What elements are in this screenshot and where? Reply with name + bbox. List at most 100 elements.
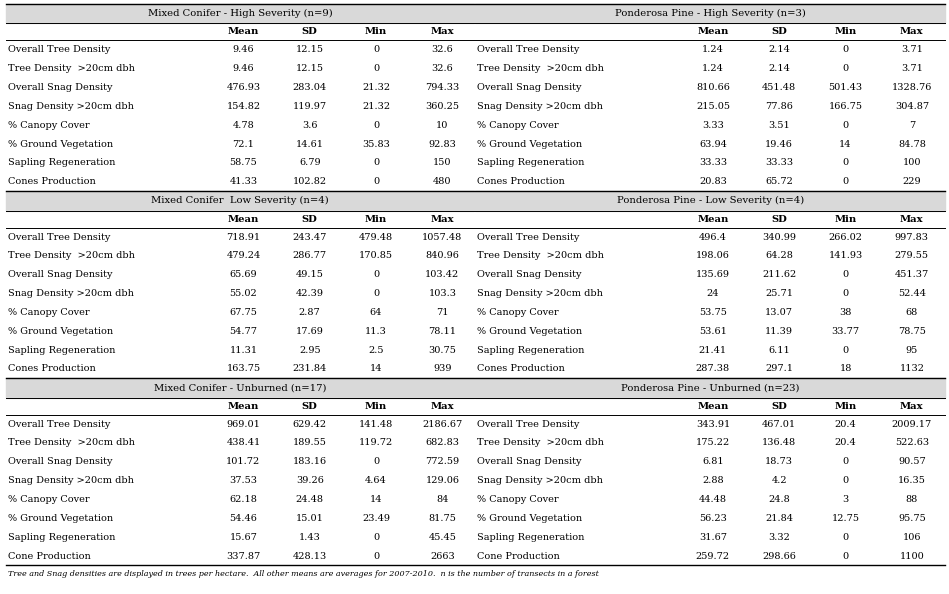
Text: 9.46: 9.46 bbox=[233, 45, 254, 55]
Text: 480: 480 bbox=[433, 177, 452, 187]
Text: % Canopy Cover: % Canopy Cover bbox=[477, 121, 559, 129]
Text: 12.75: 12.75 bbox=[831, 514, 860, 523]
Text: Max: Max bbox=[431, 402, 455, 410]
Text: 4.78: 4.78 bbox=[233, 121, 254, 129]
Text: Overall Tree Density: Overall Tree Density bbox=[477, 419, 580, 429]
Text: 52.44: 52.44 bbox=[898, 289, 926, 298]
Text: SD: SD bbox=[772, 27, 787, 36]
Text: SD: SD bbox=[302, 402, 318, 410]
Text: 55.02: 55.02 bbox=[230, 289, 257, 298]
Text: Min: Min bbox=[834, 27, 857, 36]
Text: 259.72: 259.72 bbox=[696, 551, 730, 561]
Text: 1.43: 1.43 bbox=[299, 533, 321, 542]
Text: 150: 150 bbox=[433, 159, 452, 168]
Text: % Canopy Cover: % Canopy Cover bbox=[8, 495, 89, 504]
Text: 2.14: 2.14 bbox=[769, 64, 791, 73]
Text: Tree Density  >20cm dbh: Tree Density >20cm dbh bbox=[8, 64, 135, 73]
Text: 969.01: 969.01 bbox=[227, 419, 260, 429]
Bar bbox=[475, 378, 945, 398]
Text: 198.06: 198.06 bbox=[696, 251, 730, 260]
Bar bbox=[475, 191, 945, 211]
Text: 939: 939 bbox=[433, 364, 452, 374]
Text: 479.48: 479.48 bbox=[359, 232, 393, 242]
Text: 78.11: 78.11 bbox=[428, 327, 456, 336]
Text: 360.25: 360.25 bbox=[425, 102, 459, 111]
Text: 20.4: 20.4 bbox=[835, 419, 856, 429]
Text: Tree Density  >20cm dbh: Tree Density >20cm dbh bbox=[8, 438, 135, 447]
Text: SD: SD bbox=[772, 214, 787, 223]
Text: 20.83: 20.83 bbox=[699, 177, 727, 187]
Text: Sapling Regeneration: Sapling Regeneration bbox=[477, 346, 585, 355]
Text: 42.39: 42.39 bbox=[296, 289, 324, 298]
Text: Mixed Conifer  Low Severity (n=4): Mixed Conifer Low Severity (n=4) bbox=[152, 196, 329, 206]
Text: 7: 7 bbox=[909, 121, 915, 129]
Text: 3.33: 3.33 bbox=[702, 121, 724, 129]
Text: 810.66: 810.66 bbox=[696, 83, 730, 92]
Text: 15.01: 15.01 bbox=[296, 514, 324, 523]
Text: 451.37: 451.37 bbox=[895, 270, 929, 279]
Text: 33.33: 33.33 bbox=[698, 159, 727, 168]
Text: 2009.17: 2009.17 bbox=[892, 419, 932, 429]
Text: 629.42: 629.42 bbox=[292, 419, 326, 429]
Text: Cone Production: Cone Production bbox=[477, 551, 560, 561]
Text: 283.04: 283.04 bbox=[292, 83, 326, 92]
Text: % Canopy Cover: % Canopy Cover bbox=[477, 308, 559, 317]
Text: SD: SD bbox=[302, 27, 318, 36]
Text: 65.69: 65.69 bbox=[230, 270, 257, 279]
Text: 997.83: 997.83 bbox=[895, 232, 929, 242]
Text: 0: 0 bbox=[843, 457, 848, 466]
Text: 1.24: 1.24 bbox=[702, 64, 724, 73]
Text: 136.48: 136.48 bbox=[762, 438, 796, 447]
Text: 56.23: 56.23 bbox=[699, 514, 727, 523]
Text: Mixed Conifer - High Severity (n=9): Mixed Conifer - High Severity (n=9) bbox=[148, 9, 333, 18]
Text: Ponderosa Pine - Unburned (n=23): Ponderosa Pine - Unburned (n=23) bbox=[621, 384, 799, 393]
Text: SD: SD bbox=[772, 402, 787, 410]
Text: 0: 0 bbox=[373, 159, 379, 168]
Text: 340.99: 340.99 bbox=[762, 232, 796, 242]
Text: Min: Min bbox=[834, 214, 857, 223]
Text: 183.16: 183.16 bbox=[292, 457, 326, 466]
Text: Overall Tree Density: Overall Tree Density bbox=[477, 45, 580, 55]
Text: 2.5: 2.5 bbox=[368, 346, 383, 355]
Text: 53.75: 53.75 bbox=[699, 308, 727, 317]
Text: 64.28: 64.28 bbox=[765, 251, 793, 260]
Text: 18: 18 bbox=[839, 364, 851, 374]
Text: 467.01: 467.01 bbox=[762, 419, 796, 429]
Text: Mean: Mean bbox=[698, 27, 729, 36]
Text: 100: 100 bbox=[902, 159, 921, 168]
Text: 794.33: 794.33 bbox=[425, 83, 459, 92]
Text: Cones Production: Cones Production bbox=[477, 364, 566, 374]
Text: 3.71: 3.71 bbox=[901, 64, 922, 73]
Text: Snag Density >20cm dbh: Snag Density >20cm dbh bbox=[8, 102, 134, 111]
Text: Tree Density  >20cm dbh: Tree Density >20cm dbh bbox=[477, 64, 605, 73]
Text: 0: 0 bbox=[373, 533, 379, 542]
Text: Min: Min bbox=[365, 214, 387, 223]
Text: 772.59: 772.59 bbox=[425, 457, 459, 466]
Text: 9.46: 9.46 bbox=[233, 64, 254, 73]
Text: 33.33: 33.33 bbox=[765, 159, 793, 168]
Text: 304.87: 304.87 bbox=[895, 102, 929, 111]
Text: Ponderosa Pine - Low Severity (n=4): Ponderosa Pine - Low Severity (n=4) bbox=[617, 196, 804, 206]
Text: 3: 3 bbox=[843, 495, 848, 504]
Text: 37.53: 37.53 bbox=[230, 476, 257, 485]
Text: 31.67: 31.67 bbox=[698, 533, 727, 542]
Text: 298.66: 298.66 bbox=[762, 551, 796, 561]
Text: Mean: Mean bbox=[228, 214, 259, 223]
Text: Sapling Regeneration: Sapling Regeneration bbox=[8, 159, 116, 168]
Text: 53.61: 53.61 bbox=[699, 327, 727, 336]
Text: 84.78: 84.78 bbox=[898, 140, 926, 148]
Text: 451.48: 451.48 bbox=[762, 83, 796, 92]
Text: 501.43: 501.43 bbox=[828, 83, 863, 92]
Text: 6.81: 6.81 bbox=[702, 457, 724, 466]
Text: Max: Max bbox=[431, 27, 455, 36]
Text: Sapling Regeneration: Sapling Regeneration bbox=[477, 533, 585, 542]
Text: 1.24: 1.24 bbox=[702, 45, 724, 55]
Text: 1132: 1132 bbox=[900, 364, 924, 374]
Text: Mean: Mean bbox=[228, 27, 259, 36]
Text: 0: 0 bbox=[843, 551, 848, 561]
Text: Overall Snag Density: Overall Snag Density bbox=[477, 83, 582, 92]
Text: 3.32: 3.32 bbox=[769, 533, 791, 542]
Text: 2.87: 2.87 bbox=[299, 308, 321, 317]
Text: 14: 14 bbox=[370, 364, 382, 374]
Text: Snag Density >20cm dbh: Snag Density >20cm dbh bbox=[8, 476, 134, 485]
